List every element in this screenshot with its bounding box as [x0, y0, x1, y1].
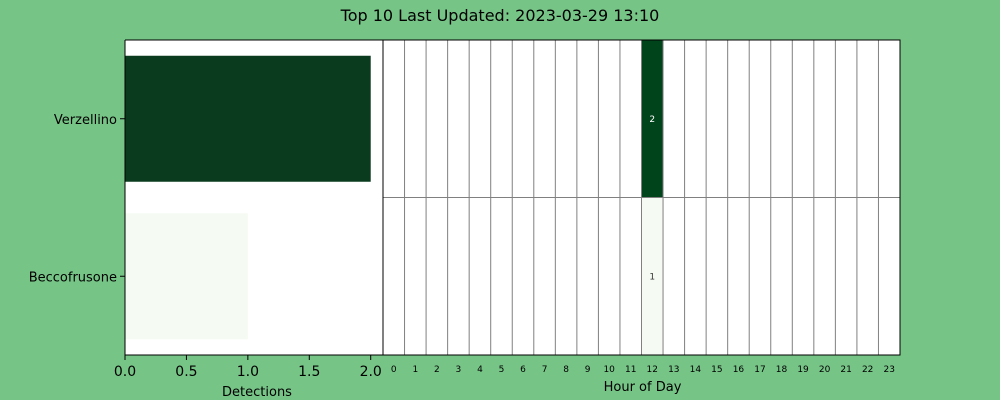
hour-tick-label: 22 [862, 365, 873, 375]
hour-tick-label: 15 [711, 365, 722, 375]
bar-panel: Verzellino Beccofrusone 0.0 0.5 1.0 1.5 2.0 Det… [29, 39, 383, 400]
hour-tick-label: 14 [690, 365, 702, 375]
hour-tick-label: 4 [477, 365, 483, 375]
hour-tick-label: 1 [412, 365, 418, 375]
hour-tick-label: 16 [733, 365, 745, 375]
x-tick-label: 2.0 [360, 364, 382, 380]
hour-tick-label: 23 [884, 365, 895, 375]
heatmap-cell [641, 197, 664, 355]
heatmap-cell-value: 1 [649, 272, 655, 282]
bar-beccofrusone [125, 213, 248, 340]
heatmap-panel: 210 1 2 3 4 5 6 7 8 9 10 11 12 13 14 15 16 17 18 19 20 21 22 23… [382, 39, 901, 395]
hour-tick-label: 13 [668, 365, 679, 375]
heatmap-x-axis-label: Hour of Day [604, 380, 682, 395]
y-tick-label: Verzellino [54, 113, 117, 128]
hour-tick-label: 17 [754, 365, 765, 375]
hour-tick-label: 8 [563, 365, 569, 375]
x-tick-label: 1.5 [298, 364, 320, 380]
heatmap-cell [641, 40, 664, 198]
hour-tick-label: 3 [456, 365, 462, 375]
hour-tick-label: 20 [819, 365, 831, 375]
hour-tick-label: 12 [647, 365, 658, 375]
chart-title: Top 10 Last Updated: 2023-03-29 13:10 [340, 6, 660, 25]
x-tick-label: 0.5 [175, 364, 197, 380]
hour-tick-label: 7 [542, 365, 548, 375]
heatmap-cell-value: 2 [649, 115, 655, 125]
x-axis-label: Detections [222, 385, 292, 400]
x-tick-label: 1.0 [237, 364, 259, 380]
hour-tick-label: 9 [585, 365, 591, 375]
y-tick-label: Beccofrusone [29, 270, 117, 285]
x-tick-label: 0.0 [114, 364, 136, 380]
hour-tick-label: 10 [603, 365, 615, 375]
hour-tick-label: 11 [625, 365, 636, 375]
hour-tick-label: 0 [391, 365, 397, 375]
hour-tick-label: 5 [499, 365, 505, 375]
hour-tick-label: 6 [520, 365, 526, 375]
heatmap-frame [382, 39, 901, 356]
bar-verzellino [125, 55, 371, 182]
hour-tick-label: 18 [776, 365, 788, 375]
hour-tick-label: 2 [434, 365, 440, 375]
hour-tick-label: 21 [840, 365, 851, 375]
hour-tick-label: 19 [797, 365, 809, 375]
